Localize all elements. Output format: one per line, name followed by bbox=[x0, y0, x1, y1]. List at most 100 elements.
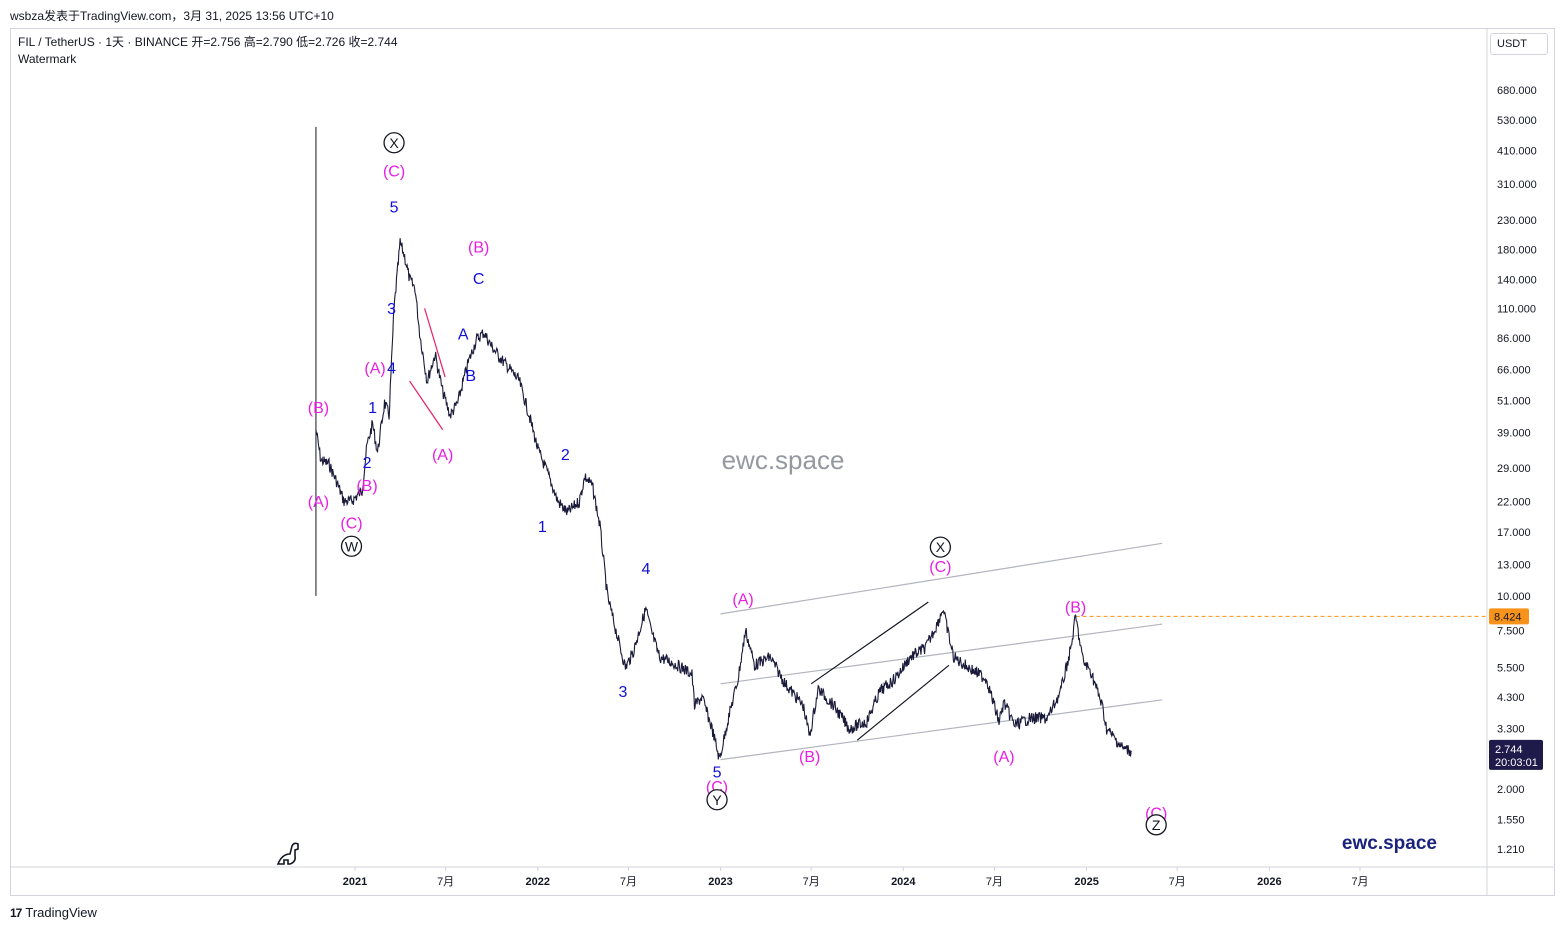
wave-circle bbox=[383, 132, 405, 154]
x-tick-label: 7月 bbox=[803, 876, 820, 888]
x-tick-label: 7月 bbox=[620, 876, 637, 888]
x-tick-label: 7月 bbox=[1351, 876, 1368, 888]
pattern-line bbox=[810, 601, 929, 685]
wave-label: 5 bbox=[713, 764, 722, 781]
y-tick-label: 1.210 bbox=[1497, 844, 1525, 856]
y-tick-label: 7.500 bbox=[1497, 625, 1525, 637]
wave-label: (A) bbox=[732, 592, 753, 609]
pattern-lines bbox=[315, 126, 950, 741]
y-tick-label: 17.000 bbox=[1497, 527, 1531, 539]
wave-label: (A) bbox=[364, 360, 385, 377]
wave-label: A bbox=[458, 326, 469, 343]
tradingview-logo-text: TradingView bbox=[25, 905, 97, 920]
y-tick-label: 310.000 bbox=[1497, 179, 1537, 191]
channel-line bbox=[720, 542, 1163, 615]
tv-logo-icon: 17 bbox=[10, 905, 22, 920]
wave-label: 5 bbox=[390, 199, 399, 216]
wave-label: C bbox=[473, 271, 485, 288]
wave-label: (A) bbox=[308, 494, 329, 511]
watermark-text: ewc.space bbox=[722, 445, 845, 475]
ref-price-tag bbox=[1489, 608, 1529, 625]
wave-label: Z bbox=[1152, 817, 1161, 833]
wave-label: (A) bbox=[993, 749, 1014, 766]
wave-circle bbox=[929, 536, 952, 558]
y-tick-label: 66.000 bbox=[1497, 365, 1531, 377]
pattern-line bbox=[409, 380, 444, 430]
wave-labels: (A)(B)(C)W(B)21(A) 435(C)X(A)ABC(B)21435(… bbox=[308, 132, 1167, 836]
y-tick-label: 140.000 bbox=[1497, 274, 1537, 286]
y-tick-label: 5.500 bbox=[1497, 662, 1525, 674]
wave-label: (B) bbox=[1065, 600, 1086, 617]
wave-label: (C) bbox=[929, 559, 951, 576]
wave-label: (A) bbox=[432, 447, 453, 464]
channel-lines bbox=[720, 542, 1163, 761]
wave-label: W bbox=[345, 538, 359, 554]
tradingview-logo[interactable]: 17 TradingView bbox=[10, 905, 97, 920]
x-tick-label: 7月 bbox=[1169, 876, 1186, 888]
x-tick-label: 7月 bbox=[437, 876, 454, 888]
wave-label: 1 bbox=[538, 519, 547, 536]
wave-label: (B) bbox=[308, 400, 329, 417]
dino-icon[interactable] bbox=[276, 842, 299, 865]
time-axis: 2021 7月 2022 7月 2023 7月 2024 7月 2025 7月 2026 7月 bbox=[343, 867, 1369, 888]
wave-circle bbox=[1145, 814, 1167, 836]
wave-label: 3 bbox=[618, 684, 627, 701]
channel-line bbox=[720, 699, 1163, 761]
brand-text: ewc.space bbox=[1342, 833, 1437, 854]
y-tick-label: 180.000 bbox=[1497, 244, 1537, 256]
x-tick-label: 7月 bbox=[986, 876, 1003, 888]
wave-label: 2 bbox=[561, 447, 570, 464]
wave-label: 1 bbox=[368, 400, 377, 417]
x-tick-label: 2025 bbox=[1074, 876, 1098, 888]
wave-label: Y bbox=[712, 792, 722, 808]
wave-label: X bbox=[389, 135, 399, 151]
wave-label: (B) bbox=[356, 478, 377, 495]
y-tick-label: 3.300 bbox=[1497, 724, 1525, 736]
y-tick-label: 680.000 bbox=[1497, 85, 1537, 97]
wave-circle bbox=[706, 789, 728, 811]
y-tick-label: 1.550 bbox=[1497, 814, 1525, 826]
x-tick-label: 2024 bbox=[891, 876, 916, 888]
ref-price-label: 8.424 bbox=[1494, 611, 1522, 623]
wave-label: 3 bbox=[387, 301, 396, 318]
y-tick-label: 530.000 bbox=[1497, 115, 1537, 127]
wave-label: 4 bbox=[641, 561, 650, 578]
wave-label: B bbox=[465, 368, 476, 385]
symbol-legend[interactable]: FIL / TetherUS · 1天 · BINANCE 开=2.756 高=… bbox=[18, 35, 398, 49]
wave-label: (C) bbox=[383, 164, 405, 181]
y-tick-label: 2.000 bbox=[1497, 784, 1525, 796]
chart-frame bbox=[10, 28, 1555, 896]
indicator-legend[interactable]: Watermark bbox=[18, 52, 77, 66]
wave-circle bbox=[340, 535, 363, 557]
y-tick-label: 22.000 bbox=[1497, 496, 1531, 508]
pattern-line bbox=[856, 664, 950, 741]
y-tick-label: 29.000 bbox=[1497, 463, 1531, 475]
price-line bbox=[315, 238, 1132, 760]
last-price-tag bbox=[1489, 739, 1543, 770]
wave-label: X bbox=[936, 539, 946, 555]
y-tick-label: 51.000 bbox=[1497, 396, 1531, 408]
channel-line bbox=[720, 623, 1163, 685]
currency-button[interactable]: USDT bbox=[1490, 33, 1548, 55]
y-tick-label: 10.000 bbox=[1497, 591, 1531, 603]
chart-legend: FIL / TetherUS · 1天 · BINANCE 开=2.756 高=… bbox=[18, 34, 398, 68]
y-tick-label: 39.000 bbox=[1497, 428, 1531, 440]
y-tick-label: 230.000 bbox=[1497, 215, 1537, 227]
y-tick-label: 86.000 bbox=[1497, 333, 1531, 345]
price-axis: 680.000 530.000 410.000 310.000 230.000 180.0… bbox=[1497, 85, 1537, 856]
wave-label: 4 bbox=[387, 360, 396, 377]
wave-label: (B) bbox=[799, 749, 820, 766]
y-tick-label: 410.000 bbox=[1497, 146, 1537, 158]
x-tick-label: 2022 bbox=[526, 876, 550, 888]
wave-label: (C) bbox=[340, 516, 362, 533]
last-price-label: 2.744 bbox=[1495, 744, 1523, 756]
publish-caption: wsbza发表于TradingView.com，3月 31, 2025 13:5… bbox=[10, 9, 334, 23]
y-tick-label: 13.000 bbox=[1497, 559, 1531, 571]
x-tick-label: 2023 bbox=[708, 876, 732, 888]
y-tick-label: 4.300 bbox=[1497, 692, 1525, 704]
pattern-line bbox=[424, 308, 446, 378]
wave-label: 2 bbox=[363, 455, 372, 472]
x-tick-label: 2021 bbox=[343, 876, 367, 888]
